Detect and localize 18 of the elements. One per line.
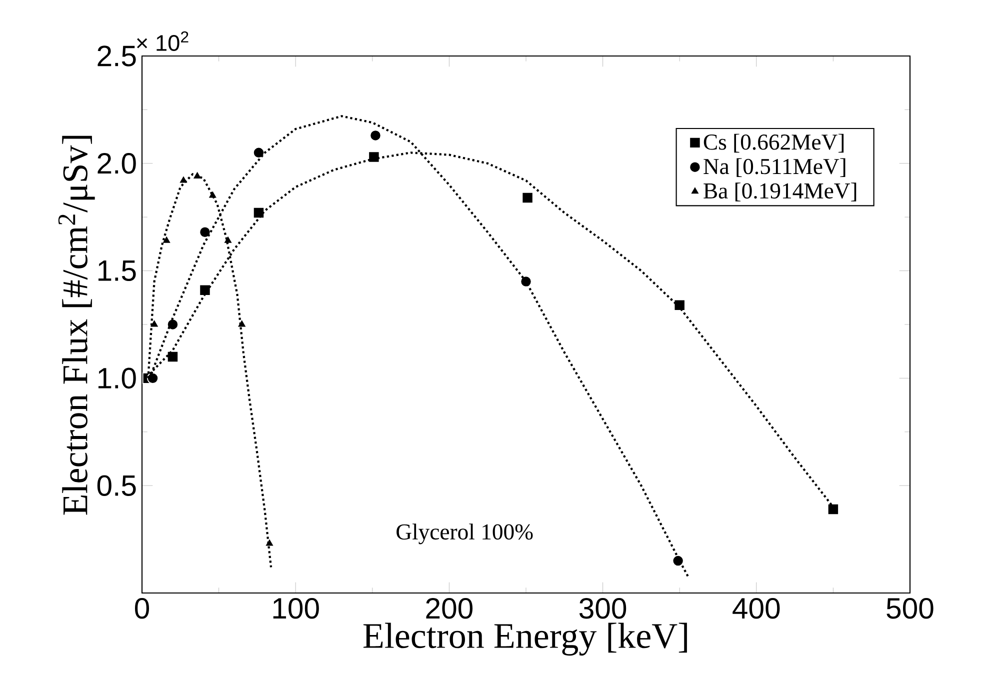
- y-tick-label: 2.5: [98, 46, 136, 66]
- annotation: Glycerol 100%: [396, 524, 533, 544]
- x-tick-label: 0: [135, 598, 150, 619]
- legend-label: Cs [0.662MeV]: [704, 134, 844, 153]
- x-tick-label: 400: [732, 598, 780, 619]
- y-tick-label: 1.0: [98, 368, 136, 389]
- x-tick-label: 500: [886, 598, 934, 619]
- y-axis-title: Electron Flux [#/cm$^{2}$/μSv]: [58, 136, 95, 515]
- legend-label: Na [0.511MeV]: [704, 158, 846, 177]
- y-tick-label: 0.5: [97, 475, 136, 496]
- text: × 10$^{2}$: [137, 31, 188, 52]
- x-tick-label: 200: [426, 598, 473, 619]
- x-tick-label: 300: [579, 598, 626, 619]
- y-tick-label: 1.5: [98, 260, 136, 282]
- x-axis-title: Electron Energy [keV]: [363, 622, 687, 656]
- x-tick-label: 100: [273, 598, 319, 619]
- y-tick-label: 2.0: [98, 152, 136, 174]
- legend-label: Ba [0.1914MeV]: [704, 182, 856, 202]
